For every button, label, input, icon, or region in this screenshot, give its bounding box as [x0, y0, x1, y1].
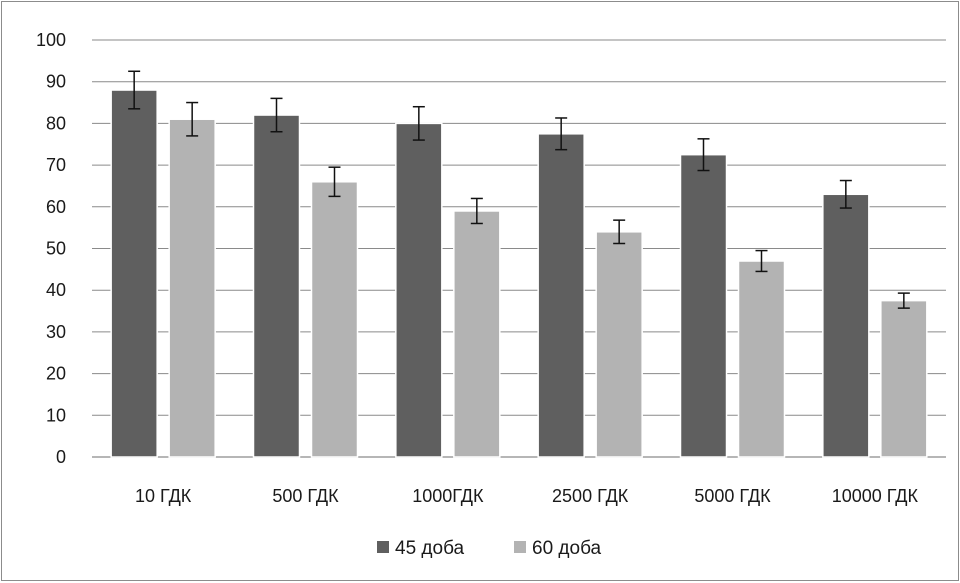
y-tick-label: 30: [46, 322, 66, 342]
y-tick-label: 90: [46, 72, 66, 92]
bar-series2: [737, 260, 786, 458]
error-bars: [128, 70, 910, 309]
x-tick-label: 10 ГДК: [135, 486, 192, 506]
gridlines: [92, 39, 946, 458]
error-bar: [613, 219, 626, 245]
y-tick-label: 60: [46, 197, 66, 217]
legend-swatch: [514, 541, 526, 553]
error-bar: [755, 249, 768, 273]
y-tick-label: 80: [46, 113, 66, 133]
error-bar: [470, 197, 483, 225]
x-tick-label: 2500 ГДК: [552, 486, 629, 506]
error-bar: [555, 117, 568, 151]
bar-series2: [310, 181, 359, 458]
bar-series2: [880, 299, 928, 458]
y-tick-label: 20: [46, 364, 66, 384]
legend: 45 доба 60 доба: [377, 538, 602, 559]
x-tick-label: 1000ГДК: [412, 486, 484, 506]
bar-series1: [537, 133, 585, 458]
y-tick-label: 40: [46, 280, 66, 300]
legend-item: 45 доба: [377, 538, 465, 559]
y-tick-label: 10: [46, 405, 66, 425]
x-tick-label: 5000 ГДК: [694, 486, 771, 506]
x-tick-label: 10000 ГДК: [832, 486, 919, 506]
y-tick-label: 100: [36, 30, 66, 50]
bar-series2: [453, 210, 501, 458]
error-bar: [270, 97, 283, 133]
bar-series1: [679, 153, 728, 458]
error-bar: [328, 166, 341, 198]
legend-item: 60 доба: [514, 538, 602, 559]
bar-series1: [822, 193, 870, 458]
x-tick-label: 500 ГДК: [272, 486, 339, 506]
error-bar: [839, 179, 852, 209]
legend-swatch: [377, 541, 389, 553]
bar-series1: [110, 89, 158, 458]
error-bar: [412, 105, 425, 141]
error-bar: [186, 101, 199, 137]
y-tick-label: 70: [46, 155, 66, 175]
error-bar: [697, 138, 710, 172]
error-bar: [897, 292, 910, 309]
bar-series2: [595, 231, 643, 458]
bars: [110, 89, 928, 458]
y-tick-label: 0: [56, 447, 66, 467]
y-tick-label: 50: [46, 239, 66, 259]
bar-series1: [252, 114, 301, 458]
bar-series2: [168, 118, 216, 458]
legend-label: 45 доба: [395, 538, 465, 559]
y-axis-ticks: 0 10 20 30 40 50 60 70 80 90 100: [36, 30, 66, 467]
error-bar: [128, 70, 141, 110]
bar-series1: [395, 122, 443, 458]
legend-label: 60 доба: [532, 538, 602, 559]
x-axis-ticks: 10 ГДК 500 ГДК 1000ГДК 2500 ГДК 5000 ГДК 1000…: [135, 486, 918, 506]
